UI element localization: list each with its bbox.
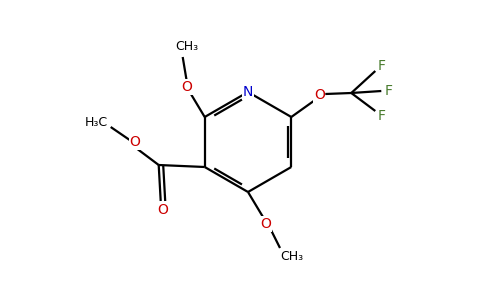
Text: N: N	[243, 85, 253, 99]
Text: CH₃: CH₃	[175, 40, 198, 52]
Text: O: O	[157, 203, 168, 217]
Text: O: O	[129, 135, 140, 149]
Text: F: F	[384, 84, 393, 98]
Text: H₃C: H₃C	[85, 116, 108, 130]
Text: CH₃: CH₃	[280, 250, 303, 263]
Text: O: O	[314, 88, 325, 102]
Text: F: F	[378, 59, 385, 73]
Text: O: O	[182, 80, 192, 94]
Text: O: O	[260, 217, 272, 231]
Text: F: F	[378, 109, 385, 123]
